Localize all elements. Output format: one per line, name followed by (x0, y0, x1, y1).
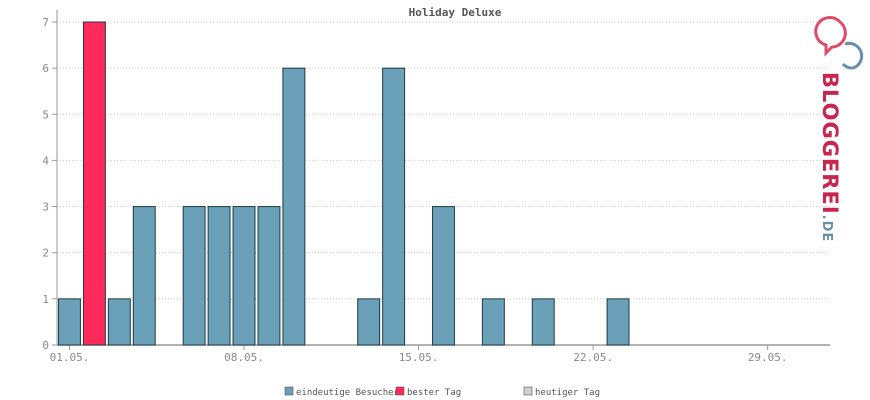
y-tick-label: 0 (42, 339, 49, 352)
y-tick-label: 6 (42, 62, 49, 75)
bar (606, 298, 630, 346)
y-tick-label: 3 (42, 201, 49, 214)
bar (257, 206, 281, 346)
bar (107, 298, 131, 346)
x-tick-label: 15.05. (399, 351, 439, 364)
bar (432, 206, 455, 346)
bar (531, 298, 555, 346)
bar (207, 206, 231, 346)
legend-swatch (395, 386, 405, 396)
y-tick-label: 4 (42, 154, 49, 167)
bloggerei-logo: BLOGGEREI.DE (814, 16, 864, 242)
legend-swatch (284, 386, 294, 396)
tick-labels: 0 1 2 3 4 5 6 7 01.05. 08.05. 15.05. 22.05. 29.05. (42, 16, 787, 364)
bar (182, 206, 206, 346)
y-tick-label: 2 (42, 247, 49, 260)
bar (58, 298, 81, 346)
legend-label: eindeutige Besucher (296, 388, 400, 398)
legend-label: heutiger Tag (535, 388, 600, 398)
bar (357, 298, 381, 346)
legend: eindeutige Besucher bester Tag heutiger Ta… (284, 386, 600, 398)
chart-title: Holiday Deluxe (409, 6, 502, 19)
x-tick-label: 29.05. (748, 351, 788, 364)
bars (58, 21, 630, 346)
legend-swatch (523, 386, 533, 396)
y-tick-label: 7 (42, 16, 49, 29)
y-tick-label: 5 (42, 108, 49, 121)
legend-label: bester Tag (407, 388, 461, 398)
bar (382, 67, 406, 346)
x-tick-label: 01.05. (50, 351, 90, 364)
bar (481, 298, 505, 346)
brand-name: BLOGGEREI.DE (818, 72, 842, 242)
x-tick-label: 22.05. (573, 351, 613, 364)
bar-best-day (82, 21, 106, 346)
bar (232, 206, 256, 346)
bloggerei-speech-bubbles-icon (814, 16, 864, 70)
x-tick-label: 08.05. (224, 351, 264, 364)
bar (132, 206, 156, 346)
y-tick-label: 1 (42, 293, 49, 306)
bar (282, 67, 306, 346)
